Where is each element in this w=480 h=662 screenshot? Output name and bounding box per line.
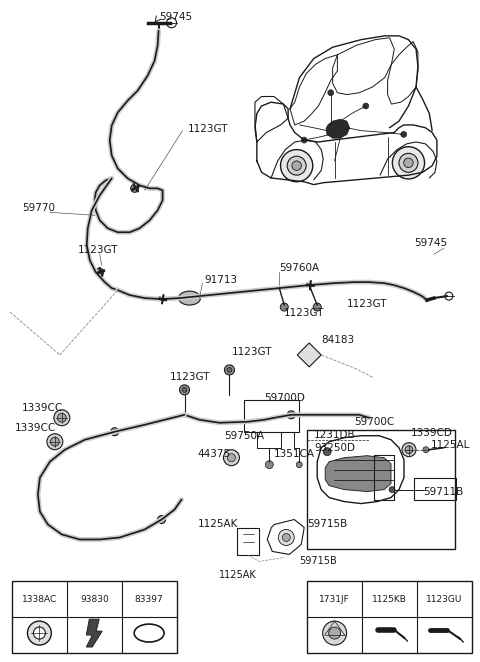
Circle shape — [287, 156, 306, 175]
Text: 1123GT: 1123GT — [231, 347, 272, 357]
Bar — [307, 430, 455, 549]
Ellipse shape — [134, 624, 164, 642]
Circle shape — [131, 187, 135, 191]
Text: 59715B: 59715B — [307, 518, 348, 528]
Circle shape — [111, 428, 119, 436]
Circle shape — [423, 447, 429, 453]
Circle shape — [47, 434, 63, 449]
Text: 1125AK: 1125AK — [219, 571, 257, 581]
Bar — [307, 581, 472, 653]
Circle shape — [96, 271, 100, 275]
Circle shape — [50, 438, 59, 446]
Polygon shape — [326, 119, 350, 138]
Circle shape — [392, 147, 425, 179]
Text: 1123GT: 1123GT — [347, 299, 388, 309]
Circle shape — [305, 283, 310, 287]
Circle shape — [159, 518, 164, 522]
Text: 93250D: 93250D — [314, 443, 355, 453]
Circle shape — [328, 90, 334, 96]
Circle shape — [402, 443, 416, 457]
Polygon shape — [86, 619, 102, 647]
Text: 1339CC: 1339CC — [22, 402, 63, 413]
Text: 1123GT: 1123GT — [284, 308, 325, 318]
Circle shape — [158, 297, 162, 301]
Circle shape — [323, 621, 347, 645]
Text: 93830: 93830 — [80, 595, 108, 604]
Circle shape — [329, 627, 341, 639]
Text: 1338AC: 1338AC — [22, 595, 57, 604]
Text: 1125KB: 1125KB — [372, 595, 407, 604]
Circle shape — [227, 367, 232, 373]
Circle shape — [265, 461, 273, 469]
Circle shape — [287, 411, 295, 419]
Text: 1125AK: 1125AK — [197, 518, 238, 528]
Bar — [244, 400, 299, 432]
Text: 1231DB: 1231DB — [314, 430, 356, 440]
Polygon shape — [325, 455, 391, 492]
Circle shape — [401, 131, 407, 138]
Text: 1731JF: 1731JF — [319, 595, 350, 604]
Text: 1123GT: 1123GT — [78, 245, 118, 256]
Circle shape — [313, 303, 321, 311]
Circle shape — [157, 516, 166, 524]
Circle shape — [280, 150, 313, 182]
Text: 59760A: 59760A — [279, 263, 319, 273]
Text: 1339CD: 1339CD — [411, 428, 453, 438]
Text: 1123GU: 1123GU — [426, 595, 463, 604]
Text: 59715B: 59715B — [299, 557, 337, 567]
Text: 59770: 59770 — [22, 203, 55, 213]
Text: 84183: 84183 — [321, 335, 354, 345]
Polygon shape — [297, 343, 321, 367]
Circle shape — [282, 534, 290, 542]
Circle shape — [323, 448, 331, 455]
Text: 1339CC: 1339CC — [15, 423, 56, 433]
Circle shape — [27, 621, 51, 645]
Text: 59700C: 59700C — [354, 417, 395, 427]
Text: 83397: 83397 — [135, 595, 164, 604]
Circle shape — [34, 627, 46, 639]
Circle shape — [289, 413, 293, 417]
Circle shape — [113, 430, 117, 434]
Bar — [414, 477, 456, 500]
Circle shape — [405, 446, 413, 453]
Circle shape — [404, 158, 413, 167]
Text: 1123GT: 1123GT — [169, 372, 210, 382]
Circle shape — [96, 268, 104, 276]
Text: 1351CA: 1351CA — [274, 449, 315, 459]
Text: 59745: 59745 — [414, 238, 447, 248]
Text: 44375: 44375 — [197, 449, 230, 459]
Circle shape — [58, 413, 66, 422]
Text: 59750A: 59750A — [225, 431, 264, 441]
Circle shape — [278, 530, 294, 545]
Circle shape — [131, 185, 139, 193]
Circle shape — [363, 103, 369, 109]
Bar — [12, 581, 177, 653]
Text: 59745: 59745 — [159, 12, 193, 22]
Text: 1123GT: 1123GT — [188, 124, 228, 134]
Circle shape — [182, 387, 187, 393]
Circle shape — [54, 410, 70, 426]
Circle shape — [389, 487, 395, 493]
Circle shape — [399, 154, 418, 172]
Circle shape — [225, 365, 234, 375]
Bar — [238, 528, 259, 555]
Text: 1125AL: 1125AL — [431, 440, 470, 449]
Circle shape — [228, 453, 235, 461]
Circle shape — [301, 137, 307, 143]
Circle shape — [292, 161, 301, 170]
Ellipse shape — [179, 291, 201, 305]
Circle shape — [180, 385, 190, 395]
Circle shape — [296, 461, 302, 467]
Text: 59700D: 59700D — [264, 393, 305, 403]
Circle shape — [280, 303, 288, 311]
Text: 59711B: 59711B — [423, 487, 463, 496]
Text: 91713: 91713 — [204, 275, 238, 285]
Circle shape — [223, 449, 240, 465]
